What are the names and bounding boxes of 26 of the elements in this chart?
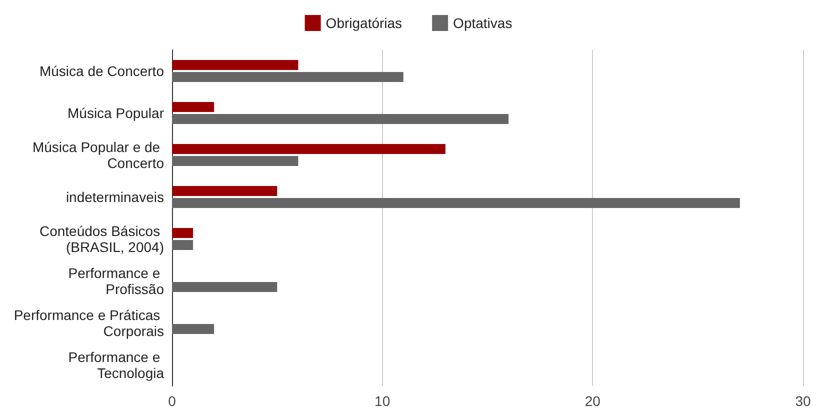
bar <box>172 114 509 124</box>
bar <box>172 102 214 112</box>
x-tick-label: 30 <box>795 393 811 409</box>
y-tick-label: Música de Concerto <box>39 63 164 79</box>
x-tick-label: 20 <box>584 393 601 409</box>
bar <box>172 156 298 166</box>
legend-label: Obrigatórias <box>326 15 402 31</box>
y-tick-label: Conteúdos Básicos (BRASIL, 2004) <box>39 223 164 255</box>
bar <box>172 282 278 292</box>
bar <box>172 324 214 334</box>
bar <box>172 228 194 238</box>
bar <box>172 198 740 208</box>
x-tick-label: 0 <box>168 393 176 409</box>
y-tick-label: Performance e Práticas Corporais <box>14 307 164 339</box>
bar <box>172 240 194 250</box>
x-tick-label: 10 <box>374 393 390 409</box>
bar <box>172 186 278 196</box>
legend-label: Optativas <box>453 15 512 31</box>
bar <box>172 144 446 154</box>
bar <box>172 60 298 70</box>
y-tick-label: indeterminaveis <box>66 189 164 205</box>
bar <box>172 72 404 82</box>
y-tick-label: Performance e Tecnologia <box>68 349 164 381</box>
y-tick-label: Performance e Profissão <box>68 265 164 297</box>
y-tick-label: Música Popular <box>68 105 164 121</box>
y-tick-label: Música Popular e de Concerto <box>32 139 164 171</box>
